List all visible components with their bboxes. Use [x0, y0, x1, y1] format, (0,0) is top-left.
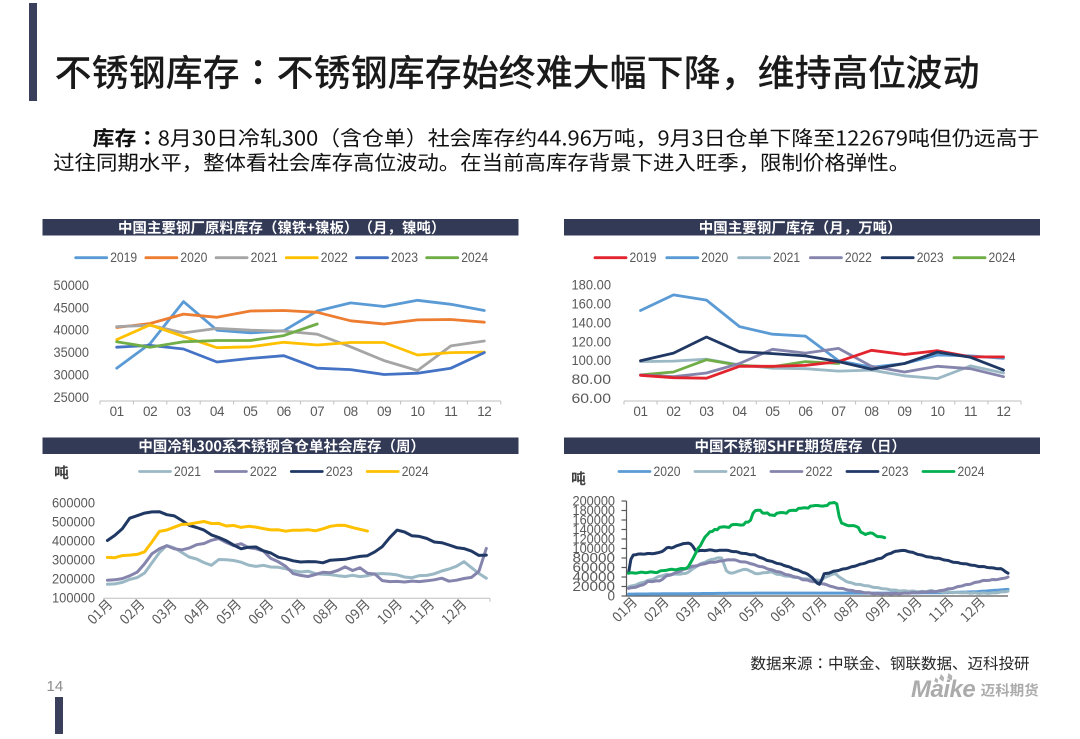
svg-text:05: 05 [765, 404, 779, 419]
svg-text:02: 02 [143, 404, 157, 419]
svg-text:2024: 2024 [402, 463, 429, 479]
svg-text:100000: 100000 [573, 541, 616, 556]
svg-text:50000: 50000 [54, 278, 90, 293]
svg-text:500000: 500000 [52, 514, 95, 529]
svg-text:2019: 2019 [110, 249, 137, 265]
svg-text:200000: 200000 [573, 494, 616, 509]
svg-text:100000: 100000 [52, 591, 95, 606]
svg-text:09: 09 [377, 404, 391, 419]
svg-text:2023: 2023 [882, 463, 909, 479]
svg-text:2022: 2022 [806, 463, 833, 479]
svg-text:2024: 2024 [958, 463, 985, 479]
svg-text:100.00: 100.00 [572, 353, 612, 368]
svg-text:140000: 140000 [573, 522, 616, 537]
svg-text:01: 01 [633, 404, 647, 419]
svg-text:2023: 2023 [391, 249, 418, 265]
svg-text:05: 05 [243, 404, 257, 419]
svg-text:07: 07 [831, 404, 845, 419]
svg-text:45000: 45000 [54, 300, 90, 315]
svg-text:2022: 2022 [845, 249, 872, 265]
svg-text:40000: 40000 [54, 323, 90, 338]
svg-text:2023: 2023 [917, 249, 944, 265]
svg-text:120.00: 120.00 [572, 334, 612, 349]
svg-text:03: 03 [699, 404, 713, 419]
svg-text:120000: 120000 [573, 532, 616, 547]
svg-text:2021: 2021 [174, 463, 201, 479]
svg-text:60.00: 60.00 [572, 391, 612, 406]
svg-text:40000: 40000 [573, 570, 616, 585]
svg-text:06: 06 [277, 404, 291, 419]
svg-text:07: 07 [310, 404, 324, 419]
svg-text:2021: 2021 [251, 249, 278, 265]
svg-text:80000: 80000 [573, 551, 616, 566]
svg-text:200000: 200000 [52, 572, 95, 587]
svg-text:30000: 30000 [54, 367, 90, 382]
svg-text:2020: 2020 [180, 249, 207, 265]
svg-text:0: 0 [607, 589, 615, 604]
svg-text:160.00: 160.00 [572, 296, 612, 311]
svg-text:14: 14 [47, 678, 64, 695]
svg-text:2020: 2020 [701, 249, 728, 265]
svg-text:300000: 300000 [52, 553, 95, 568]
svg-text:12: 12 [996, 404, 1010, 419]
svg-text:2024: 2024 [989, 249, 1016, 265]
svg-text:2021: 2021 [730, 463, 757, 479]
svg-text:10: 10 [930, 404, 944, 419]
svg-text:11: 11 [964, 404, 977, 419]
svg-text:09: 09 [897, 404, 911, 419]
svg-text:04: 04 [210, 404, 225, 419]
svg-text:06: 06 [798, 404, 812, 419]
svg-text:160000: 160000 [573, 513, 616, 528]
svg-text:01: 01 [110, 404, 124, 419]
svg-text:08: 08 [864, 404, 878, 419]
svg-text:60000: 60000 [573, 560, 616, 575]
svg-text:80.00: 80.00 [572, 372, 612, 387]
svg-text:25000: 25000 [54, 390, 90, 405]
svg-text:2024: 2024 [461, 249, 488, 265]
svg-text:02: 02 [666, 404, 680, 419]
svg-text:08: 08 [343, 404, 357, 419]
svg-text:2021: 2021 [773, 249, 800, 265]
svg-text:04: 04 [732, 404, 747, 419]
svg-text:10: 10 [410, 404, 424, 419]
svg-text:600000: 600000 [52, 495, 95, 510]
svg-text:35000: 35000 [54, 345, 90, 360]
svg-text:2023: 2023 [326, 463, 353, 479]
svg-text:2020: 2020 [654, 463, 681, 479]
svg-text:2022: 2022 [250, 463, 277, 479]
svg-text:03: 03 [176, 404, 190, 419]
svg-text:20000: 20000 [573, 579, 616, 594]
svg-text:140.00: 140.00 [572, 315, 612, 330]
svg-text:180000: 180000 [573, 503, 616, 518]
svg-text:2022: 2022 [321, 249, 348, 265]
svg-text:11: 11 [444, 404, 457, 419]
svg-text:400000: 400000 [52, 533, 95, 548]
svg-text:12: 12 [477, 404, 491, 419]
svg-text:2019: 2019 [630, 249, 657, 265]
svg-text:180.00: 180.00 [572, 278, 612, 293]
